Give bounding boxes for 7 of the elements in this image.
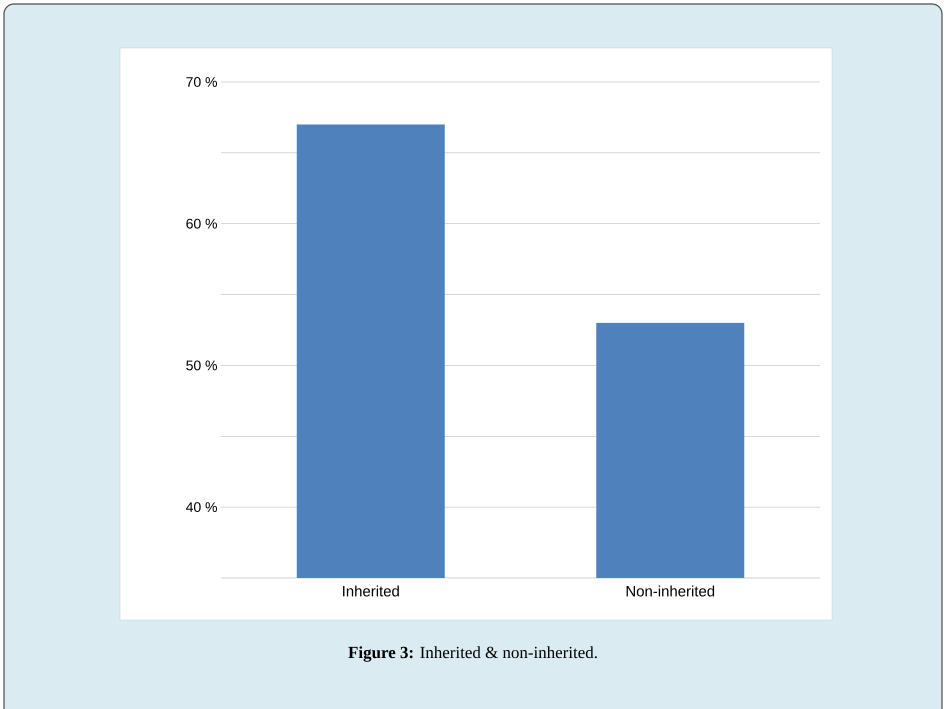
y-tick-label: 60 %: [186, 218, 217, 229]
y-tick-label: 50 %: [186, 360, 217, 370]
x-tick-label: Non-inherited: [626, 586, 714, 596]
y-tick-label: 70 %: [186, 77, 217, 87]
x-tick-label: Inherited: [343, 586, 399, 596]
text: Figure 3: Inherited & non-inherited.: [348, 646, 597, 662]
y-tick-label: 40 %: [186, 502, 217, 512]
